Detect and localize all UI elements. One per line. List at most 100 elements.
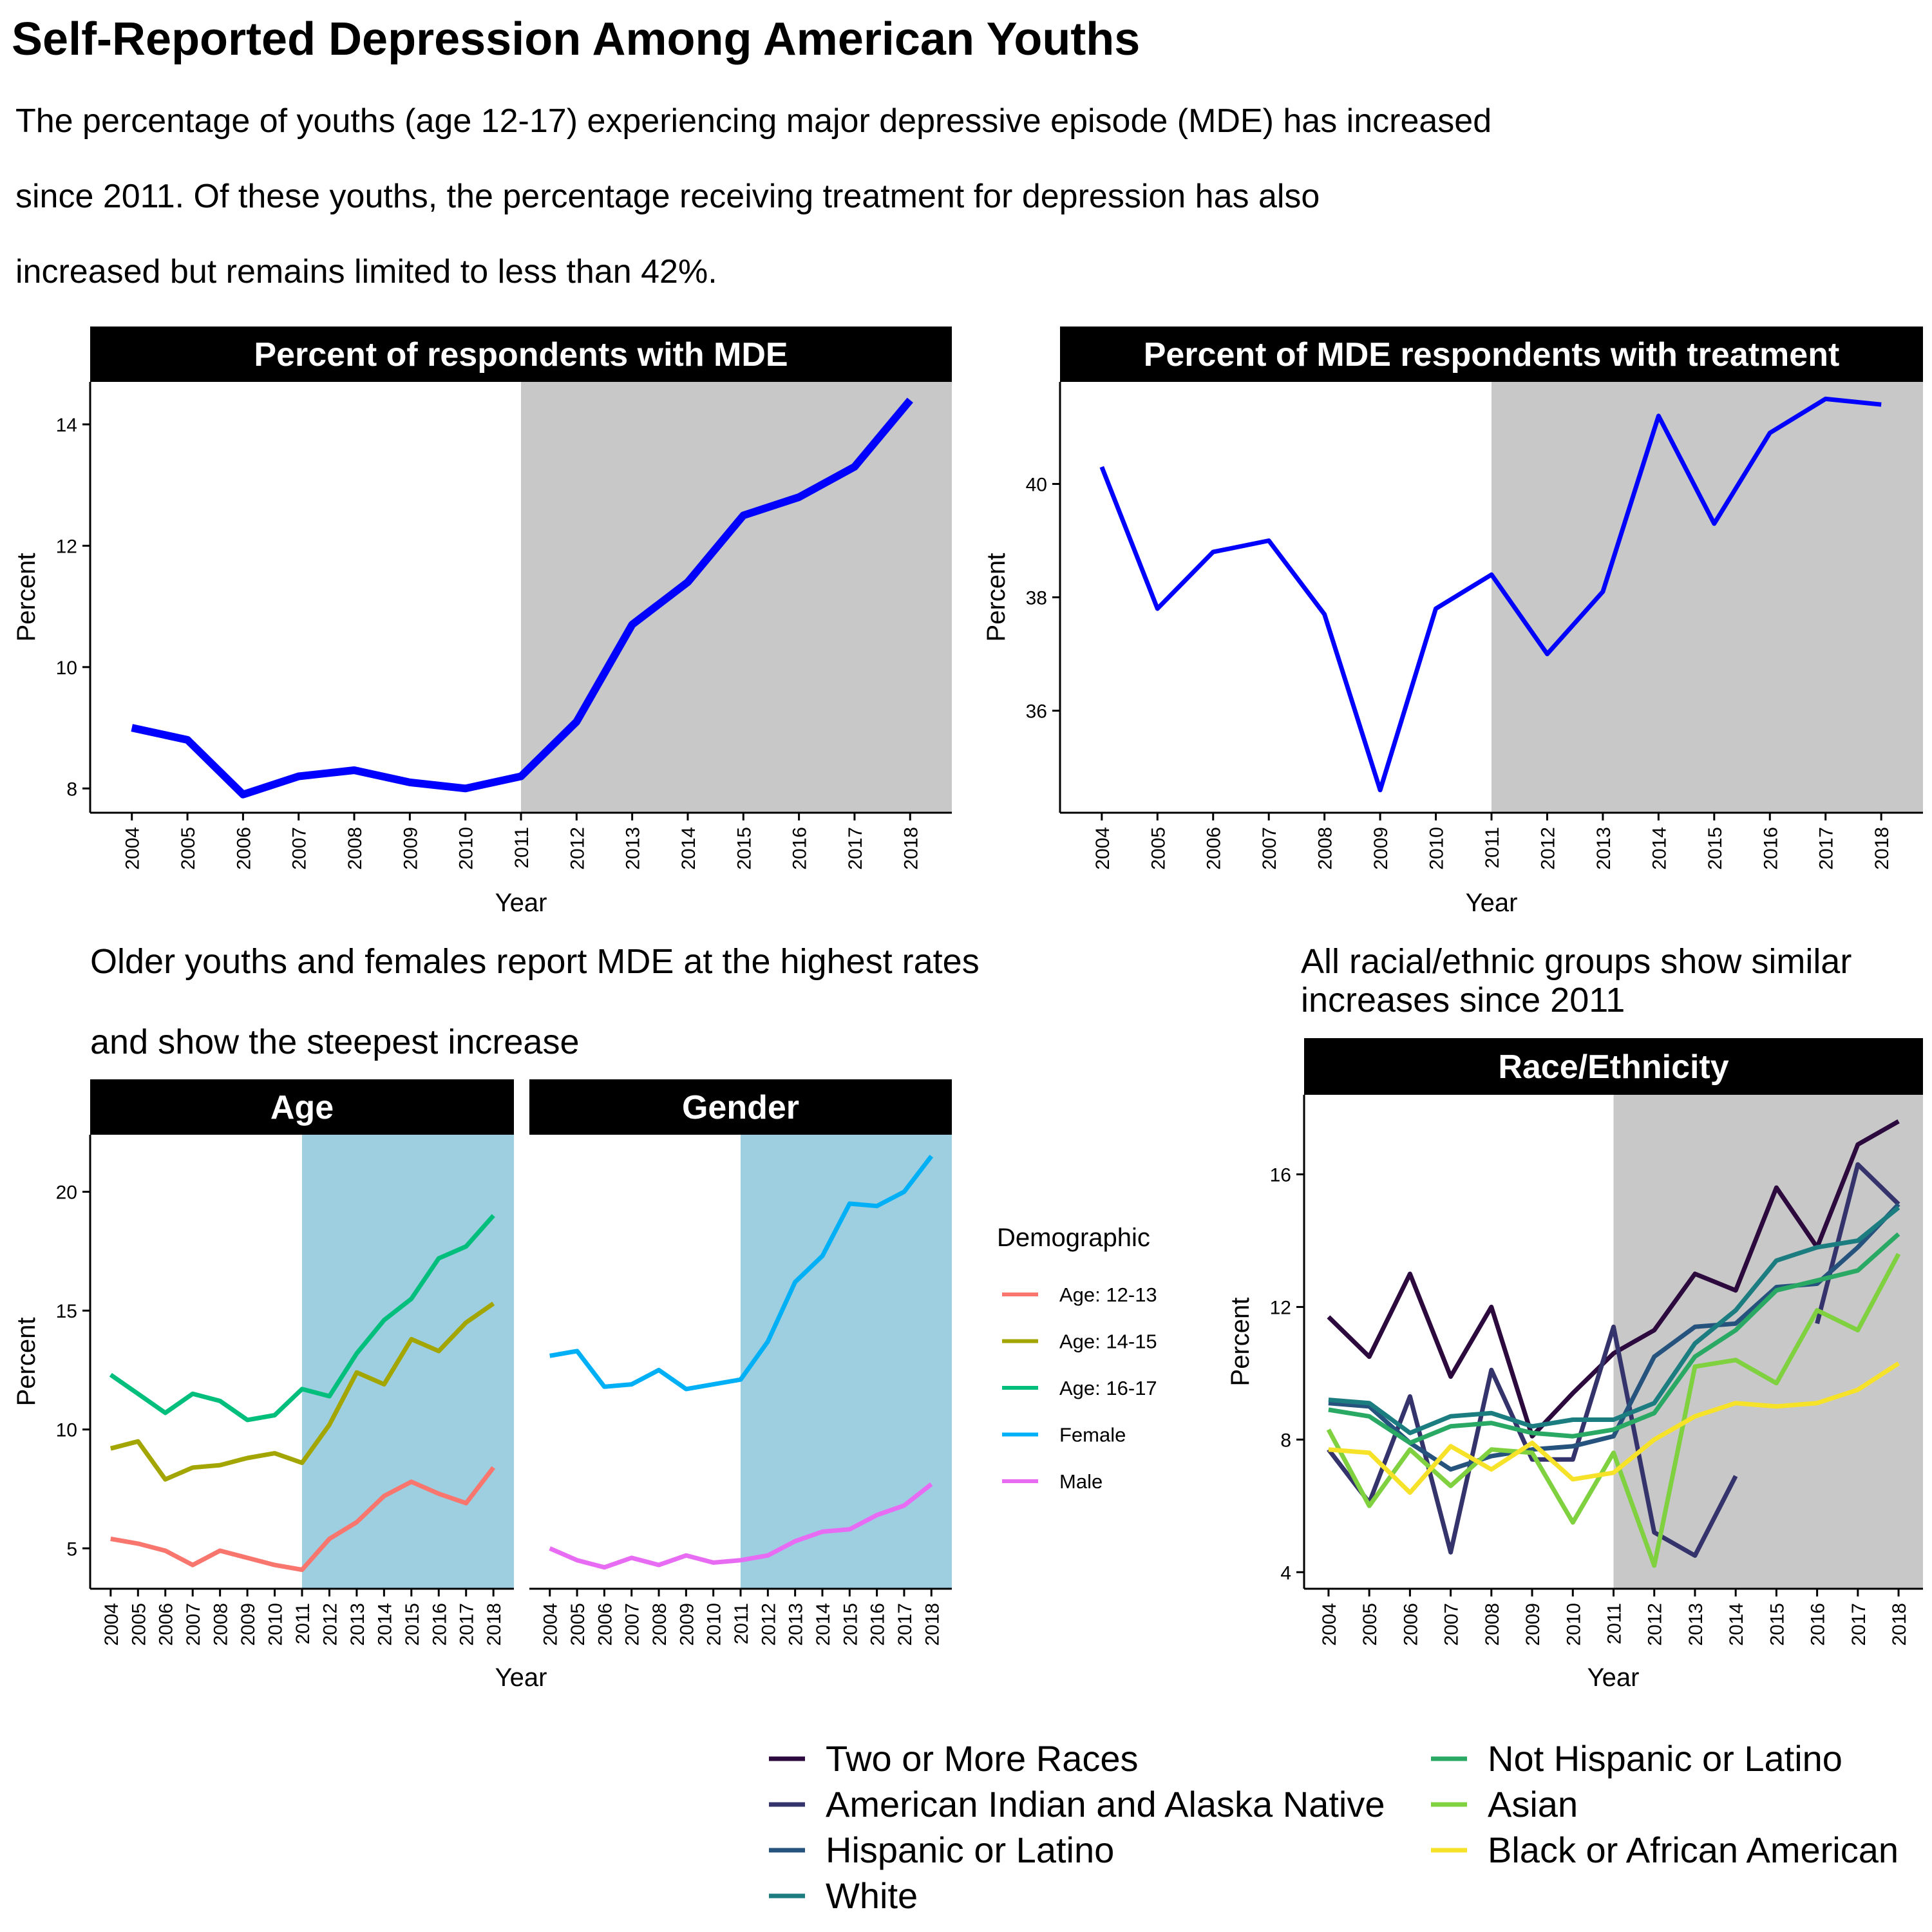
x-tick-label-gender: 2005: [567, 1603, 589, 1646]
series-line-race-6: [1328, 1361, 1900, 1495]
series-line-age-0: [110, 1466, 495, 1572]
x-tick-label-treatment: 2007: [1259, 827, 1280, 870]
x-tick-label-gender: 2010: [704, 1603, 725, 1646]
race-legend-label: Hispanic or Latino: [826, 1830, 1114, 1870]
x-tick-label-mde: 2018: [900, 827, 922, 870]
x-tick-label-treatment: 2006: [1204, 827, 1225, 870]
x-tick-label-treatment: 2010: [1426, 827, 1448, 870]
demographics-caption-line-2: and show the steepest increase: [90, 1023, 580, 1061]
series-line-gender-1: [549, 1482, 933, 1570]
x-tick-label-race: 2004: [1319, 1603, 1340, 1646]
x-tick-label-gender: 2018: [922, 1603, 943, 1646]
x-tick-label-age: 2018: [484, 1603, 505, 1646]
x-tick-label-gender: 2007: [622, 1603, 643, 1646]
x-tick-label-age: 2005: [128, 1603, 149, 1646]
x-tick-label-treatment: 2008: [1315, 827, 1336, 870]
x-tick-label-treatment: 2011: [1482, 827, 1503, 869]
y-axis-title-mde: Percent: [12, 553, 41, 642]
x-tick-label-gender: 2015: [840, 1603, 861, 1646]
panel-strip-treatment: [1060, 327, 1923, 382]
x-tick-label-mde: 2006: [233, 827, 254, 870]
panel-title-treatment: Percent of MDE respondents with treatmen…: [1144, 336, 1840, 374]
y-tick-label-age: 15: [56, 1301, 77, 1322]
series-line-race-5: [1326, 1253, 1901, 1568]
x-tick-label-treatment: 2012: [1537, 827, 1558, 870]
shaded-region-age: [302, 1135, 514, 1589]
x-tick-label-mde: 2011: [511, 827, 533, 869]
x-tick-label-mde: 2005: [178, 827, 199, 870]
x-tick-label-race: 2014: [1726, 1603, 1747, 1646]
page-title: Self-Reported Depression Among American …: [12, 14, 1141, 65]
x-tick-label-age: 2016: [429, 1603, 450, 1646]
x-axis-title-mde: Year: [495, 889, 547, 917]
x-tick-label-treatment: 2013: [1593, 827, 1615, 870]
x-tick-label-gender: 2014: [813, 1603, 834, 1646]
series-line-race-0: [1327, 1119, 1900, 1439]
x-tick-label-mde: 2012: [567, 827, 588, 870]
x-tick-label-race: 2010: [1563, 1603, 1584, 1646]
x-tick-label-mde: 2010: [456, 827, 477, 870]
x-tick-label-gender: 2009: [676, 1603, 697, 1646]
y-tick-label-mde: 12: [56, 536, 77, 557]
race-legend-label: Black or African American: [1488, 1830, 1899, 1870]
x-tick-label-age: 2010: [265, 1603, 287, 1646]
shaded-region-mde: [521, 382, 952, 813]
x-tick-label-race: 2005: [1359, 1603, 1381, 1646]
race-legend-label: American Indian and Alaska Native: [826, 1784, 1385, 1824]
demographics-caption-line-1: Older youths and females report MDE at t…: [90, 942, 980, 981]
x-tick-label-mde: 2015: [734, 827, 755, 870]
panel-strip-age: [90, 1079, 514, 1135]
x-tick-label-race: 2008: [1482, 1603, 1503, 1646]
y-tick-label-race: 16: [1270, 1165, 1291, 1186]
race-caption-line-2: increases since 2011: [1301, 981, 1625, 1019]
x-tick-label-gender: 2004: [540, 1603, 562, 1646]
panel-title-race: Race/Ethnicity: [1498, 1048, 1728, 1086]
demographic-legend-label: Female: [1059, 1424, 1126, 1446]
x-tick-label-age: 2006: [156, 1603, 177, 1646]
y-tick-label-mde: 8: [66, 779, 77, 800]
shaded-region-treatment: [1492, 382, 1923, 813]
y-tick-label-race: 4: [1280, 1562, 1291, 1584]
race-legend-label: Not Hispanic or Latino: [1488, 1738, 1842, 1779]
x-tick-label-mde: 2007: [289, 827, 310, 870]
x-tick-label-age: 2011: [292, 1603, 314, 1645]
series-line-race-4: [1328, 1232, 1900, 1445]
y-axis-title-treatment: Percent: [982, 553, 1010, 642]
x-tick-label-age: 2015: [402, 1603, 423, 1646]
x-tick-label-treatment: 2014: [1649, 827, 1670, 870]
x-tick-label-race: 2013: [1685, 1603, 1707, 1646]
x-tick-label-mde: 2009: [400, 827, 421, 870]
panel-title-mde: Percent of respondents with MDE: [254, 336, 788, 374]
panel-strip-race: [1304, 1038, 1923, 1095]
x-tick-label-age: 2013: [347, 1603, 368, 1646]
x-tick-label-race: 2011: [1604, 1603, 1625, 1645]
x-axis-title-demographics: Year: [495, 1663, 547, 1692]
x-tick-label-age: 2008: [211, 1603, 232, 1646]
y-tick-label-treatment: 36: [1026, 701, 1047, 723]
x-tick-label-mde: 2017: [845, 827, 866, 870]
shaded-region-race: [1613, 1095, 1923, 1589]
y-axis-title-race: Percent: [1226, 1298, 1255, 1387]
x-tick-label-mde: 2008: [345, 827, 366, 870]
x-tick-label-race: 2018: [1889, 1603, 1910, 1646]
race-legend-label: Asian: [1488, 1784, 1578, 1824]
x-tick-label-race: 2006: [1400, 1603, 1421, 1646]
y-tick-label-mde: 14: [56, 415, 77, 436]
x-axis-title-race: Year: [1587, 1663, 1640, 1692]
x-tick-label-age: 2004: [101, 1603, 122, 1646]
shaded-region-gender: [741, 1135, 952, 1589]
y-tick-label-age: 10: [56, 1420, 77, 1441]
x-tick-label-gender: 2008: [649, 1603, 670, 1646]
x-tick-label-race: 2016: [1808, 1603, 1829, 1646]
x-tick-label-age: 2012: [319, 1603, 341, 1646]
y-tick-label-treatment: 40: [1026, 474, 1047, 495]
y-tick-label-mde: 10: [56, 658, 77, 679]
x-tick-label-age: 2007: [183, 1603, 204, 1646]
x-tick-label-gender: 2012: [758, 1603, 779, 1646]
race-caption-line-1: All racial/ethnic groups show similar: [1301, 942, 1852, 981]
y-axis-title-age: Percent: [12, 1318, 41, 1406]
x-tick-label-gender: 2017: [895, 1603, 916, 1646]
race-legend-label: Two or More Races: [826, 1738, 1139, 1779]
x-tick-label-age: 2017: [457, 1603, 478, 1646]
